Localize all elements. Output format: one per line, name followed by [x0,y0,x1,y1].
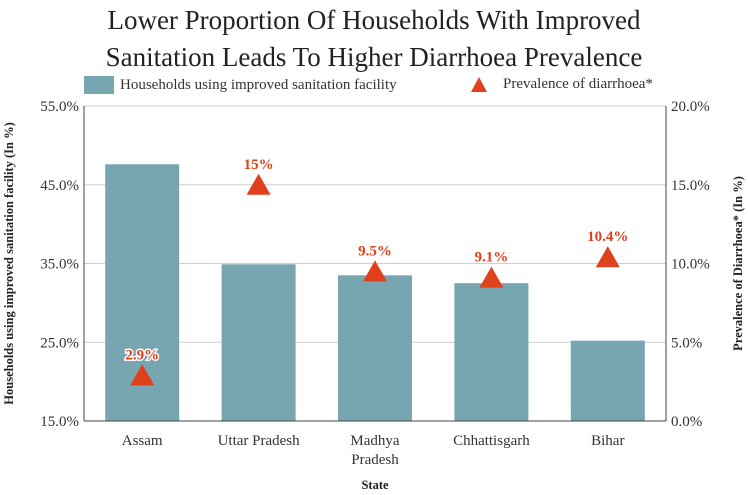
data-label-2: 9.5% [358,243,392,259]
x-tick-label: Chhattisgarh [453,433,530,449]
y-left-tick-label: 25.0% [40,335,79,351]
y-right-tick-label: 20.0% [671,99,710,115]
x-tick-label: Assam [122,433,163,449]
legend-label-diarrhoea: Prevalence of diarrhoea* [503,76,653,92]
chart-title-line-1: Lower Proportion Of Households With Impr… [107,5,641,35]
x-tick-label: Bihar [591,433,624,449]
chart-title-line-2: Sanitation Leads To Higher Diarrhoea Pre… [105,42,643,72]
marker-series [130,173,620,386]
y-right-tick-label: 5.0% [671,335,702,351]
y-left-tick-label: 55.0% [40,99,79,115]
y-right-tick-label: 0.0% [671,414,702,430]
data-label-0: 2.9% [125,347,159,363]
marker-4 [595,246,620,268]
y-right-tick-label: 10.0% [671,257,710,273]
x-tick-label: Madhya [350,433,399,449]
data-label-3: 9.1% [475,250,509,266]
x-axis-title: State [361,478,389,492]
bar-1 [221,264,296,421]
bar-2 [338,275,412,421]
marker-1 [246,173,271,195]
marker-3 [479,266,504,288]
data-labels: 2.9% 15% 9.5% 9.1% 10.4% [124,155,630,365]
bar-3 [454,283,529,421]
bar-4 [570,340,645,421]
y-left-axis-title: Households using improved sanitation fac… [2,122,16,404]
legend-item-sanitation[interactable]: Households using improved sanitation fac… [84,76,397,94]
y-left-tick-label: 15.0% [40,414,79,430]
data-label-4: 10.4% [587,229,628,245]
marker-0 [130,364,155,386]
bar-series [105,164,645,421]
legend-swatch-sanitation [84,76,114,94]
legend-item-diarrhoea[interactable]: Prevalence of diarrhoea* [471,76,653,93]
legend-triangle-icon [471,77,487,92]
y-left-tick-label: 45.0% [40,178,79,194]
data-label-1: 15% [244,157,274,173]
y-right-tick-label: 15.0% [671,178,710,194]
legend-label-sanitation: Households using improved sanitation fac… [120,76,397,93]
x-tick-label: Uttar Pradesh [218,433,301,449]
y-right-axis-title: Prevalence of Diarrhoea* (In %) [731,176,745,351]
chart-title: Lower Proportion Of Households With Impr… [0,2,748,76]
marker-2 [363,260,387,282]
axes: 15.0% 25.0% 35.0% 45.0% 55.0% 0.0% 5.0% 10.0% 15… [2,99,745,492]
y-left-tick-label: 35.0% [40,257,79,273]
x-tick-label: Pradesh [351,452,399,468]
chart-legend: Households using improved sanitation fac… [0,76,748,98]
